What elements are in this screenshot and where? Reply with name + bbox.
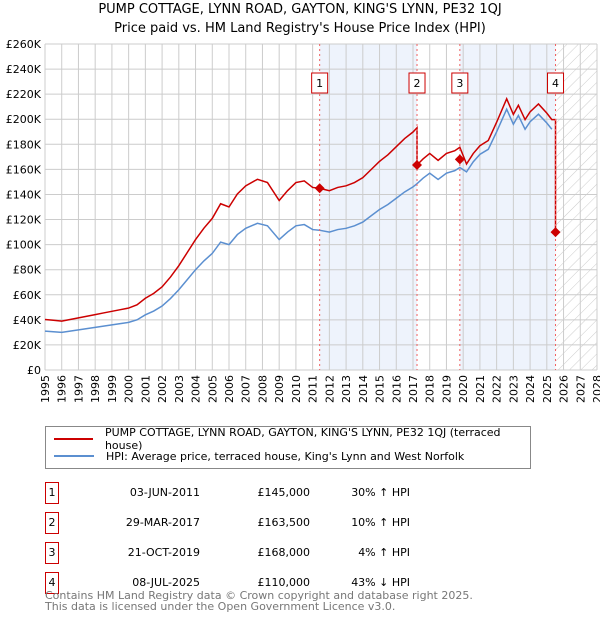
x-tick-label: 1999 bbox=[106, 375, 119, 403]
future-hatch bbox=[555, 44, 597, 370]
y-tick-label: £40K bbox=[13, 314, 42, 327]
x-tick-label: 2022 bbox=[491, 375, 504, 403]
sale-price: £168,000 bbox=[257, 546, 311, 559]
x-tick-label: 2002 bbox=[156, 375, 169, 403]
sale-date: 29-MAR-2017 bbox=[125, 516, 200, 529]
x-tick-label: 1996 bbox=[56, 375, 69, 403]
y-tick-label: £200K bbox=[6, 113, 42, 126]
x-tick-label: 2001 bbox=[139, 375, 152, 403]
x-tick-label: 2000 bbox=[123, 375, 136, 403]
sale-row: 2 29-MAR-2017 £163,500 10% ↑ HPI bbox=[45, 512, 445, 534]
legend-item-property: PUMP COTTAGE, LYNN ROAD, GAYTON, KING'S … bbox=[54, 426, 530, 452]
legend-label: PUMP COTTAGE, LYNN ROAD, GAYTON, KING'S … bbox=[104, 426, 501, 452]
sale-row: 4 08-JUL-2025 £110,000 43% ↓ HPI bbox=[45, 572, 445, 594]
x-tick-label: 2008 bbox=[256, 375, 269, 403]
x-tick-label: 2023 bbox=[507, 375, 520, 403]
sale-label-number: 1 bbox=[316, 77, 323, 90]
x-tick-label: 2026 bbox=[558, 375, 571, 403]
y-tick-label: £260K bbox=[6, 38, 42, 51]
y-tick-label: £100K bbox=[6, 239, 42, 252]
sale-row: 3 21-OCT-2019 £168,000 4% ↑ HPI bbox=[45, 542, 445, 564]
x-tick-label: 2006 bbox=[223, 375, 236, 403]
sale-point bbox=[550, 227, 561, 238]
sale-number: 1 bbox=[45, 482, 59, 504]
y-tick-label: £220K bbox=[6, 88, 42, 101]
legend-swatch bbox=[54, 455, 94, 457]
shade-band bbox=[319, 44, 418, 370]
x-tick-label: 2003 bbox=[173, 375, 186, 403]
y-tick-label: £180K bbox=[6, 138, 42, 151]
sale-price: £110,000 bbox=[257, 576, 311, 589]
sale-label-box bbox=[408, 72, 426, 94]
footer-licence: This data is licensed under the Open Gov… bbox=[45, 600, 396, 613]
y-tick-label: £140K bbox=[6, 188, 42, 201]
legend-item-hpi: HPI: Average price, terraced house, King… bbox=[54, 448, 464, 464]
y-tick-label: £0 bbox=[27, 364, 41, 377]
x-tick-label: 2009 bbox=[273, 375, 286, 403]
x-tick-label: 1998 bbox=[89, 375, 102, 403]
y-tick-label: £240K bbox=[6, 63, 42, 76]
legend-label: HPI: Average price, terraced house, King… bbox=[106, 449, 465, 463]
sale-date: 03-JUN-2011 bbox=[129, 486, 200, 499]
x-tick-label: 2017 bbox=[407, 375, 420, 403]
chart-title: PUMP COTTAGE, LYNN ROAD, GAYTON, KING'S … bbox=[98, 2, 502, 17]
sale-label-number: 2 bbox=[414, 77, 421, 90]
sale-hpi-diff: 43% ↓ HPI bbox=[351, 576, 410, 589]
sale-hpi-diff: 30% ↑ HPI bbox=[351, 486, 410, 499]
sale-hpi-diff: 4% ↑ HPI bbox=[358, 546, 410, 559]
x-tick-label: 2027 bbox=[574, 375, 587, 403]
sale-label-box bbox=[547, 72, 565, 94]
property-price-line bbox=[44, 96, 557, 322]
y-tick-label: £120K bbox=[6, 214, 42, 227]
x-tick-label: 2028 bbox=[591, 375, 600, 403]
sale-row: 1 03-JUN-2011 £145,000 30% ↑ HPI bbox=[45, 482, 445, 504]
price-chart: 1995 1996 1997 1998 1999 2000 2001 2002 2003 2004… bbox=[6, 38, 600, 403]
y-tick-label: £160K bbox=[6, 163, 42, 176]
y-tick-label: £60K bbox=[13, 289, 42, 302]
sale-label-number: 4 bbox=[552, 77, 559, 90]
sale-label-number: 3 bbox=[456, 77, 463, 90]
x-tick-label: 2024 bbox=[524, 375, 537, 403]
legend-swatch bbox=[54, 438, 93, 440]
x-tick-label: 1997 bbox=[72, 375, 85, 403]
x-tick-label: 2011 bbox=[307, 375, 320, 403]
sale-number: 2 bbox=[45, 512, 59, 534]
y-tick-label: £20K bbox=[13, 339, 42, 352]
x-tick-label: 2016 bbox=[390, 375, 403, 403]
sale-date: 21-OCT-2019 bbox=[127, 546, 200, 559]
sale-label-box bbox=[451, 72, 469, 94]
sale-number: 4 bbox=[45, 572, 59, 594]
sale-hpi-diff: 10% ↑ HPI bbox=[351, 516, 410, 529]
x-tick-label: 2014 bbox=[357, 375, 370, 403]
x-tick-label: 2005 bbox=[206, 375, 219, 403]
x-tick-label: 2020 bbox=[457, 375, 470, 403]
x-tick-label: 2004 bbox=[190, 375, 203, 403]
sale-point bbox=[412, 159, 423, 170]
x-tick-label: 1995 bbox=[39, 375, 52, 403]
hpi-line bbox=[44, 107, 553, 334]
sale-point bbox=[454, 154, 465, 165]
x-tick-label: 2018 bbox=[424, 375, 437, 403]
x-tick-label: 2019 bbox=[440, 375, 453, 403]
x-tick-label: 2010 bbox=[290, 375, 303, 403]
x-tick-label: 2021 bbox=[474, 375, 487, 403]
sale-price: £145,000 bbox=[257, 486, 311, 499]
sale-number: 3 bbox=[45, 542, 59, 564]
legend: PUMP COTTAGE, LYNN ROAD, GAYTON, KING'S … bbox=[45, 426, 531, 469]
sale-date: 08-JUL-2025 bbox=[132, 576, 200, 589]
y-tick-label: £80K bbox=[13, 264, 42, 277]
sale-price: £163,500 bbox=[257, 516, 311, 529]
shade-band bbox=[459, 44, 556, 370]
x-tick-label: 2025 bbox=[541, 375, 554, 403]
sale-point bbox=[314, 183, 325, 194]
sale-label-box bbox=[311, 72, 329, 94]
footer-copyright: Contains HM Land Registry data © Crown c… bbox=[45, 589, 473, 602]
x-tick-label: 2012 bbox=[323, 375, 336, 403]
x-tick-label: 2007 bbox=[240, 375, 253, 403]
x-tick-label: 2015 bbox=[374, 375, 387, 403]
x-tick-label: 2013 bbox=[340, 375, 353, 403]
chart-subtitle: Price paid vs. HM Land Registry's House … bbox=[114, 21, 486, 36]
